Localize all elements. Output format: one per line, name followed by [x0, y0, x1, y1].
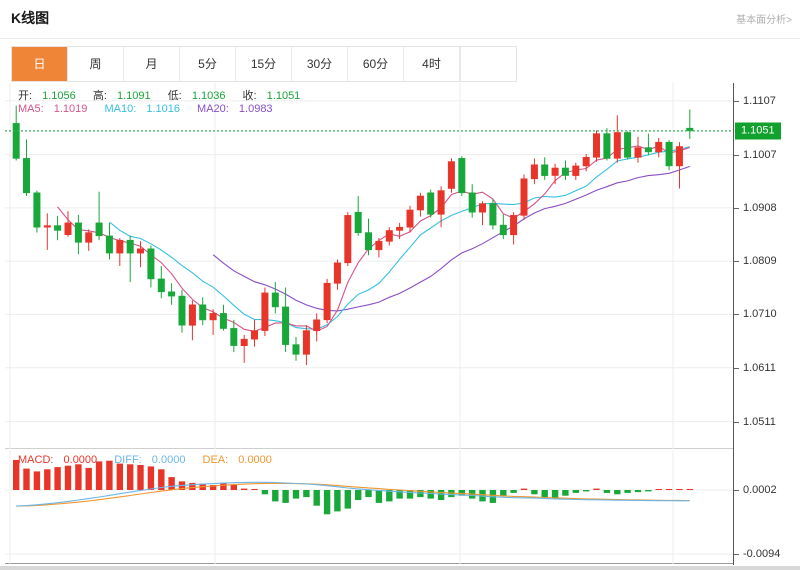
- widget-header: K线图 基本面分析>: [0, 0, 800, 38]
- macd-tick-0-mark: [734, 490, 739, 491]
- price-tick-2-mark: [734, 207, 739, 209]
- price-tick-6-mark: [734, 421, 739, 423]
- price-tick-3-mark: [734, 261, 739, 263]
- macd-panel[interactable]: MACD: 0.0000 DIFF: 0.0000 DEA: 0.0000: [5, 450, 733, 564]
- current-price-badge: 1.1051: [735, 122, 781, 140]
- macd-tick-1-mark: [734, 554, 739, 555]
- tab-0[interactable]: 日: [12, 47, 68, 81]
- tab-6[interactable]: 60分: [348, 47, 404, 81]
- price-tick-5: 1.0611: [743, 361, 776, 374]
- price-tick-0: 1.1107: [743, 94, 776, 107]
- fundamental-analysis-link[interactable]: 基本面分析>: [736, 15, 792, 26]
- candlestick-svg[interactable]: [5, 83, 733, 449]
- tab-5[interactable]: 30分: [292, 47, 348, 81]
- period-tabbar[interactable]: 日周月 5分 15分 30分 60分 4时: [11, 46, 517, 82]
- price-tick-5-mark: [734, 367, 739, 369]
- tab-3[interactable]: 5分: [180, 47, 236, 81]
- macd-tick-0: 0.0002: [743, 484, 777, 496]
- header-divider: [0, 38, 800, 39]
- price-tick-2: 1.0908: [743, 201, 777, 214]
- chart-area[interactable]: 开: 1.1056 高: 1.1091 低: 1.1036 收: 1.1051 …: [5, 83, 795, 565]
- price-axis: 1.1107 1.1007 1.0908 1.0809 1.0710 1.0611 1.05…: [733, 83, 795, 565]
- price-tick-3: 1.0809: [743, 255, 777, 268]
- tab-1[interactable]: 周: [68, 47, 124, 81]
- tab-4[interactable]: 15分: [236, 47, 292, 81]
- candlestick-panel[interactable]: 开: 1.1056 高: 1.1091 低: 1.1036 收: 1.1051 …: [5, 83, 733, 449]
- price-tick-6: 1.0511: [743, 415, 776, 428]
- tab-7[interactable]: 4时: [404, 47, 460, 81]
- price-tick-4-mark: [734, 314, 739, 316]
- tab-2[interactable]: 月: [124, 47, 180, 81]
- bottom-divider: [0, 566, 800, 570]
- tabbar-filler: [460, 47, 516, 81]
- price-tick-1: 1.1007: [743, 148, 777, 161]
- macd-tick-1: -0.0094: [743, 548, 781, 560]
- price-tick-4: 1.0710: [743, 308, 777, 321]
- page-title: K线图: [11, 10, 50, 26]
- price-tick-1-mark: [734, 154, 739, 156]
- macd-svg[interactable]: [5, 450, 733, 564]
- price-tick-0-mark: [734, 100, 739, 102]
